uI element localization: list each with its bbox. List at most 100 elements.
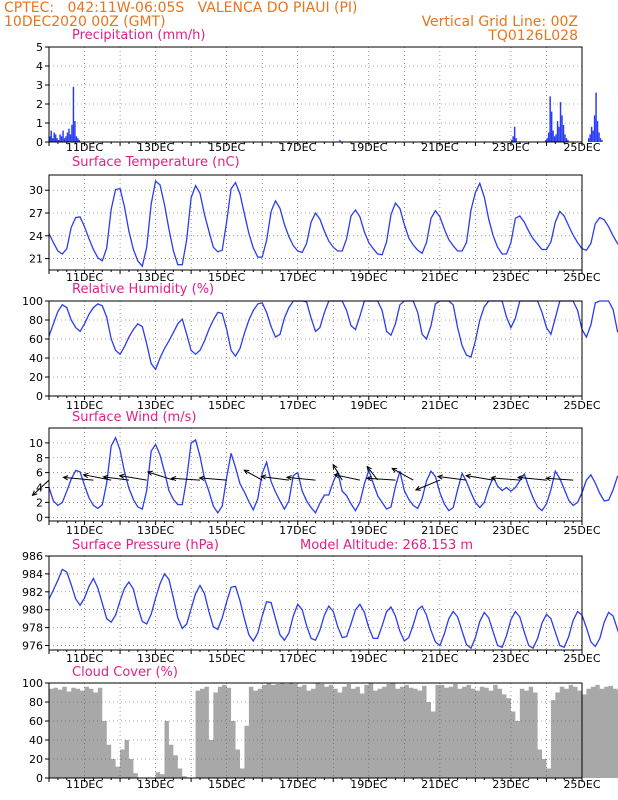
x-tick-label: 21DEC <box>421 652 458 665</box>
x-tick-label: 23DEC <box>492 399 529 412</box>
y-tick-label: 2 <box>36 98 43 111</box>
panel-temp: Surface Temperature (nC) 21 24 27 30 11DEC 13D… <box>29 155 618 284</box>
x-tick-label: 17DEC <box>279 652 316 665</box>
panel-frame-wind <box>48 427 583 522</box>
wind-vector <box>491 477 520 481</box>
x-tick-label: 13DEC <box>137 271 174 284</box>
wind-vector <box>119 475 147 481</box>
y-tick-label: 0 <box>36 772 43 785</box>
precip-bar <box>49 136 51 142</box>
wind-vector-head <box>102 474 109 480</box>
precip-bar <box>562 124 565 142</box>
x-tick-label: 21DEC <box>421 524 458 537</box>
wind-vector-head <box>365 475 372 482</box>
wind-vector-head <box>118 473 125 479</box>
wind-vector <box>391 467 414 481</box>
precip-bar <box>66 132 69 142</box>
x-tick-label: 23DEC <box>492 141 529 154</box>
wind-vector <box>243 469 263 481</box>
wind-vector-head <box>285 475 292 481</box>
wind-vector-head <box>198 475 205 481</box>
wind-vector-head <box>31 490 38 497</box>
x-tick-label: 21DEC <box>421 271 458 284</box>
precip-bar <box>592 130 594 142</box>
x-tick-label: 15DEC <box>208 524 245 537</box>
x-tick-label: 23DEC <box>492 524 529 537</box>
wind-vector-head <box>62 475 69 481</box>
y-tick-label: 100 <box>22 677 43 690</box>
precip-bar <box>549 96 551 142</box>
precip-bar <box>515 138 517 142</box>
wind-vector-head <box>82 472 89 479</box>
wind-vector <box>437 475 467 481</box>
y-tick-label: 4 <box>36 482 43 495</box>
wind-vector-head <box>146 470 153 476</box>
x-tick-label: 11DEC <box>66 399 103 412</box>
y-tick-label: 30 <box>29 184 43 197</box>
y-tick-label: 40 <box>29 352 43 365</box>
y-tick-label: 0 <box>36 136 43 149</box>
precip-bar <box>63 138 66 142</box>
precip-bar <box>593 115 596 142</box>
wind-vector <box>546 477 574 481</box>
x-tick-label: 19DEC <box>350 778 387 791</box>
x-tick-label: 15DEC <box>208 652 245 665</box>
y-tick-label: 982 <box>22 586 43 599</box>
y-tick-label: 80 <box>29 314 43 327</box>
wind-vector-head <box>243 469 250 475</box>
x-tick-label: 17DEC <box>279 271 316 284</box>
x-tick-label: 11DEC <box>66 141 103 154</box>
precip-bar <box>53 132 55 142</box>
panel-pres: Surface Pressure (hPa) Model Altitude: 26… <box>22 538 618 665</box>
precip-bar <box>564 134 566 142</box>
y-tick-label: 6 <box>36 467 43 480</box>
y-tick-label: 20 <box>29 371 43 384</box>
x-tick-label: 15DEC <box>208 271 245 284</box>
precip-bar <box>59 134 61 142</box>
y-tick-label: 1 <box>36 117 43 130</box>
precip-bar <box>68 128 70 142</box>
x-tick-label: 23DEC <box>492 652 529 665</box>
precip-bar <box>561 115 563 142</box>
y-tick-label: 60 <box>29 333 43 346</box>
precip-bar <box>513 126 516 142</box>
y-tick-label: 21 <box>29 253 43 266</box>
precip-bar <box>558 126 560 142</box>
panel-wind: Surface Wind (m/s) 0 24 6 8 10 11DEC 13DEC 15DEC… <box>29 410 618 537</box>
x-tick-label: 25DEC <box>563 524 600 537</box>
wind-vector <box>32 479 50 496</box>
y-tick-label: 20 <box>29 753 43 766</box>
wind-vector-head <box>170 475 177 482</box>
wind-vector <box>366 466 379 481</box>
temp-line <box>48 179 618 268</box>
precip-bar <box>552 130 554 142</box>
header-run-date: 10DEC2020 00Z (GMT) <box>4 14 166 30</box>
precip-bar <box>74 121 76 142</box>
x-tick-label: 11DEC <box>66 524 103 537</box>
x-tick-label: 25DEC <box>563 141 600 154</box>
precip-bar <box>60 136 63 142</box>
x-tick-label: 19DEC <box>350 399 387 412</box>
panel-frame-temp <box>48 174 583 271</box>
rh-line <box>48 300 618 371</box>
wind-line <box>48 436 618 515</box>
precip-bar <box>72 86 75 142</box>
y-tick-label: 980 <box>22 604 43 617</box>
panel-title-rh: Relative Humidity (%) <box>72 282 214 297</box>
wind-vector-head <box>332 463 338 470</box>
precip-bar <box>550 111 553 142</box>
x-tick-label: 21DEC <box>421 778 458 791</box>
x-tick-label: 13DEC <box>137 399 174 412</box>
wind-vector <box>415 479 441 491</box>
wind-vector <box>103 476 130 481</box>
y-tick-label: 3 <box>36 79 43 92</box>
precip-bar <box>546 138 548 142</box>
precip-bar <box>69 134 72 142</box>
x-tick-label: 19DEC <box>350 271 387 284</box>
y-tick-label: 24 <box>29 230 43 243</box>
wind-vector <box>286 476 316 481</box>
x-tick-label: 19DEC <box>350 141 387 154</box>
x-tick-label: 17DEC <box>279 524 316 537</box>
panel-precip: Precipitation (mm/h) 0 1 2 3 4 5 11DEC 13DEC 15DE… <box>36 28 603 154</box>
x-tick-label: 17DEC <box>279 778 316 791</box>
